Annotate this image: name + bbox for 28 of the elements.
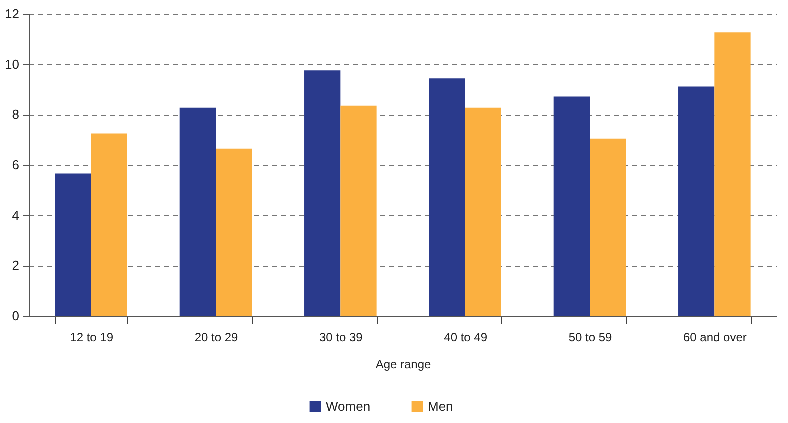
legend-label: Women bbox=[326, 398, 371, 414]
y-tick-label: 2 bbox=[12, 258, 20, 274]
y-tick-label: 8 bbox=[12, 107, 20, 122]
bar bbox=[304, 70, 341, 316]
bar bbox=[465, 108, 502, 316]
bar bbox=[714, 32, 751, 316]
bar bbox=[678, 86, 715, 316]
bar bbox=[55, 174, 92, 316]
bar bbox=[216, 148, 252, 316]
x-axis-title: Age range bbox=[376, 358, 432, 372]
bar bbox=[91, 134, 128, 316]
x-tick-label: 60 and over bbox=[683, 330, 747, 344]
legend-label: Men bbox=[428, 398, 454, 414]
bar bbox=[340, 106, 377, 316]
y-tick-label: 10 bbox=[5, 56, 20, 72]
bar bbox=[590, 138, 626, 316]
x-tick-label: 12 to 19 bbox=[70, 330, 114, 344]
x-tick-label: 30 to 39 bbox=[319, 330, 364, 344]
y-tick-label: 0 bbox=[12, 308, 20, 324]
x-tick-label: 40 to 49 bbox=[444, 330, 488, 344]
y-tick-label: 6 bbox=[12, 158, 20, 172]
y-tick-label: 12 bbox=[5, 6, 20, 22]
bar bbox=[180, 108, 216, 316]
x-tick-label: 20 to 29 bbox=[194, 330, 239, 344]
x-tick-label: 50 to 59 bbox=[568, 330, 613, 344]
y-tick-label: 4 bbox=[12, 208, 20, 223]
bar bbox=[554, 96, 590, 316]
bar bbox=[429, 78, 466, 316]
